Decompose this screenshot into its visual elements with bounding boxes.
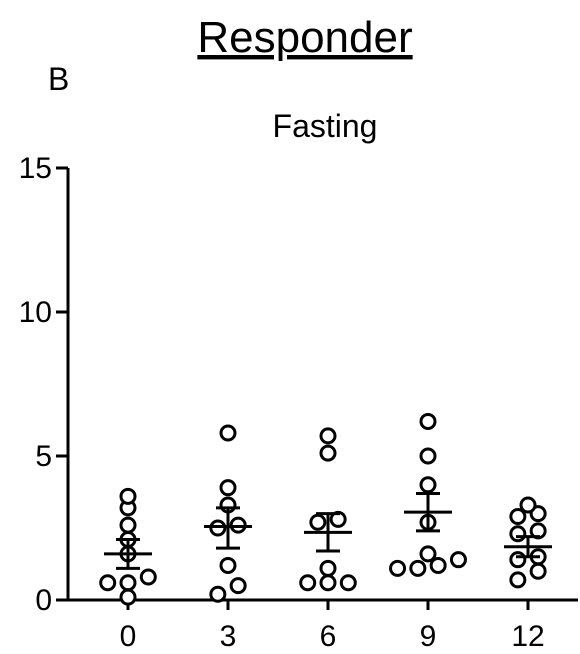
y-tick-label: 15 (19, 152, 52, 185)
y-tick-label: 10 (19, 296, 52, 329)
data-point (419, 545, 437, 563)
data-point (99, 574, 117, 592)
data-point (449, 551, 467, 569)
data-point (119, 516, 137, 534)
x-axis: 0 3 6 9 12 (68, 598, 578, 653)
data-point (219, 556, 237, 574)
x-tick-label: 0 (120, 620, 137, 653)
data-point (419, 476, 437, 494)
data-point (509, 551, 527, 569)
data-point (219, 479, 237, 497)
data-point (119, 588, 137, 606)
group-12 (504, 496, 552, 589)
data-point (119, 574, 137, 592)
data-point (319, 574, 337, 592)
data-point (209, 585, 227, 603)
data-point (409, 559, 427, 577)
data-point (119, 487, 137, 505)
x-tick-label: 12 (511, 620, 544, 653)
y-axis: 0 5 10 15 (19, 152, 70, 617)
chart-title: Fasting (273, 108, 378, 144)
plot-area (99, 412, 552, 606)
data-point (509, 507, 527, 525)
data-point (319, 427, 337, 445)
data-point (319, 444, 337, 462)
data-point (519, 496, 537, 514)
data-point (419, 447, 437, 465)
x-tick-label: 3 (220, 620, 237, 653)
x-tick-label: 6 (320, 620, 337, 653)
data-point (139, 568, 157, 586)
data-point (429, 556, 447, 574)
group-9 (389, 412, 467, 577)
data-point (309, 513, 327, 531)
data-point (339, 574, 357, 592)
data-point (229, 577, 247, 595)
data-point (419, 412, 437, 430)
group-6 (299, 427, 357, 592)
data-point (509, 571, 527, 589)
data-point (509, 525, 527, 543)
group-3 (204, 424, 252, 603)
panel-label: B (48, 61, 69, 97)
data-point (219, 424, 237, 442)
data-point (389, 559, 407, 577)
group-0 (99, 487, 157, 606)
y-tick-label: 0 (35, 584, 52, 617)
data-point (319, 559, 337, 577)
data-point (299, 574, 317, 592)
data-point (529, 562, 547, 580)
header-title: Responder (197, 13, 412, 62)
y-tick-label: 5 (35, 440, 52, 473)
x-tick-label: 9 (420, 620, 437, 653)
